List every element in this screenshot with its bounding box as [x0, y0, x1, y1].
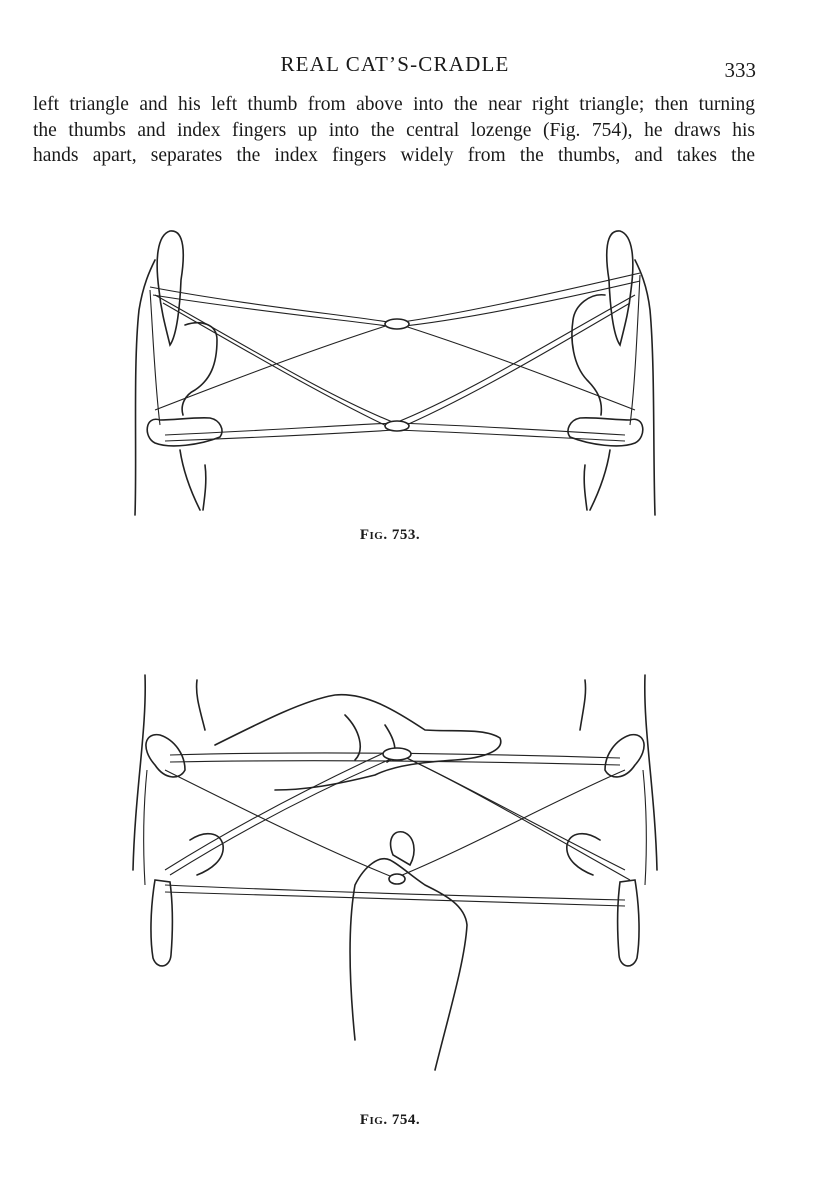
left-hand-outline [134, 259, 156, 516]
right-palm-lines [566, 679, 601, 876]
left-index-finger [156, 230, 185, 347]
side-string-right [642, 769, 647, 886]
upper-string-left [149, 286, 396, 324]
upper-string-right-2 [394, 280, 641, 328]
left-thumb-upper [145, 733, 186, 778]
lower-knot [384, 420, 410, 432]
cross-string-b [154, 294, 636, 424]
text-line: the thumbs and index fingers up into the… [33, 119, 755, 141]
right-index-finger-lower [616, 879, 640, 967]
upper-knot [384, 318, 410, 330]
figure-754-illustration [125, 670, 665, 1100]
right-palm-lines [571, 294, 606, 416]
left-index-finger-lower [150, 879, 174, 967]
right-thumb-upper [604, 733, 645, 778]
string-figure-drawing [134, 230, 656, 516]
page-number: 333 [724, 58, 757, 82]
left-palm-lines [181, 322, 218, 416]
caption-letter: F [359, 527, 370, 543]
upper-helper-hand [214, 693, 502, 791]
right-hand-outline [634, 259, 656, 516]
left-thumb [146, 416, 223, 447]
side-string-right [629, 274, 641, 426]
left-wrist-lines [179, 449, 207, 511]
figure-754-caption: FIG. 754. [0, 1112, 780, 1129]
diagonal-string-a [164, 769, 626, 879]
caption-smallcaps: IG [369, 1115, 384, 1127]
body-paragraph: left triangle and his left thumb from ab… [33, 92, 755, 169]
top-horizontal-string [169, 752, 621, 759]
lower-helper-hand [349, 858, 468, 1071]
top-horizontal-string-2 [169, 760, 621, 766]
left-palm-lines [189, 679, 224, 876]
string-figure-drawing [132, 674, 658, 1071]
figure-753-illustration [125, 215, 665, 520]
caption-letter: F [359, 1112, 370, 1128]
bottom-horizontal-string [164, 884, 626, 901]
upper-string-left-2 [152, 294, 396, 328]
caption-smallcaps: IG [369, 530, 384, 542]
text-line: left triangle and his left thumb from ab… [33, 94, 755, 115]
left-hand-outline [132, 674, 147, 871]
right-wrist-lines [583, 449, 611, 511]
bottom-loop [388, 873, 406, 885]
caption-number: . 753. [383, 527, 421, 543]
figure-753-caption: FIG. 753. [0, 527, 780, 544]
right-hand-outline [643, 674, 658, 871]
bottom-horizontal-string-2 [164, 891, 626, 907]
upper-string-right [394, 272, 641, 324]
text-line: hands apart, separates the index fingers… [33, 145, 755, 166]
top-loop [382, 747, 412, 761]
lower-helper-finger [389, 831, 415, 867]
side-string-left [149, 289, 161, 426]
running-title: REAL CAT’S-CRADLE [280, 52, 510, 76]
caption-number: . 754. [383, 1112, 421, 1128]
side-string-left [143, 769, 148, 886]
running-head: REAL CAT’S-CRADLE 333 [0, 52, 826, 82]
diagonal-string-c [169, 754, 631, 881]
